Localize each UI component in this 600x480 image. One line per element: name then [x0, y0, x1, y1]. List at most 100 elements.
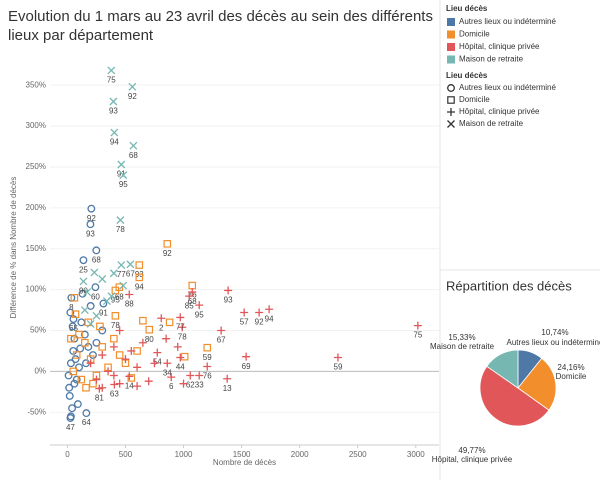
point: [109, 269, 118, 278]
point: [176, 353, 185, 362]
point-label: 93: [86, 229, 95, 238]
point-label: 75: [107, 76, 116, 85]
point: [128, 82, 137, 91]
legend-swatch: [447, 30, 455, 39]
point: [133, 363, 142, 372]
point: [77, 375, 86, 384]
point: [102, 297, 111, 306]
point: [89, 379, 97, 388]
point: [242, 352, 251, 361]
point-label: 91: [99, 309, 108, 318]
point: [127, 374, 136, 382]
point: [70, 293, 79, 302]
point: [64, 371, 73, 380]
point: [109, 97, 118, 106]
point: [150, 359, 159, 368]
point: [98, 275, 107, 283]
point-label: 93: [109, 107, 118, 116]
point: [167, 373, 176, 382]
point: [67, 334, 75, 343]
legend-shape: [447, 96, 455, 104]
legend-label: Maison de retraite: [459, 119, 524, 128]
point: [107, 66, 116, 75]
point: [145, 325, 154, 334]
point-label: 92: [163, 249, 172, 258]
point-label: 90: [79, 287, 88, 296]
legend-swatch: [447, 43, 455, 51]
point: [98, 343, 107, 351]
point: [240, 308, 249, 317]
pie-slice: [479, 365, 550, 427]
point: [68, 404, 77, 413]
point: [82, 409, 91, 418]
point: [92, 246, 101, 255]
point: [203, 343, 212, 352]
point-label: 77: [176, 323, 185, 332]
point: [69, 367, 78, 376]
legend-title: Lieu décès: [446, 71, 488, 80]
point-label: 95: [119, 180, 128, 189]
point-label: 68: [92, 255, 101, 264]
point: [144, 377, 153, 386]
point-label: 94: [110, 138, 119, 147]
legend-label: Domicile: [459, 95, 490, 104]
point-label: 85: [185, 301, 194, 310]
legend-title: Lieu décès: [446, 4, 488, 13]
point: [79, 277, 88, 286]
point: [165, 318, 174, 327]
pie-category-label: Maison de retraite: [430, 342, 495, 351]
point-label: 81: [95, 394, 104, 403]
point: [125, 290, 134, 299]
point-label: 60: [91, 292, 100, 301]
point-label: 25: [79, 265, 88, 274]
point-label: 68: [115, 292, 124, 301]
legend-label: Hôpital, clinique privée: [459, 42, 540, 51]
point: [188, 288, 197, 297]
y-tick-label: 0%: [34, 367, 46, 376]
point: [127, 346, 136, 355]
point-label: 13: [223, 384, 232, 393]
point: [90, 268, 99, 277]
point: [96, 322, 104, 331]
point-label: 94: [135, 282, 144, 291]
point: [71, 310, 80, 318]
point: [162, 334, 171, 343]
y-tick-label: 100%: [26, 285, 46, 294]
point-label: 80: [145, 335, 154, 344]
point-label: 62: [186, 381, 195, 390]
point: [72, 351, 81, 359]
point: [89, 351, 97, 359]
y-tick-label: 200%: [26, 203, 46, 212]
point: [186, 371, 195, 380]
y-tick-label: 50%: [30, 326, 46, 335]
x-tick-label: 2000: [291, 450, 309, 459]
point-label: 77: [117, 270, 126, 279]
point: [135, 273, 144, 282]
point: [203, 362, 212, 371]
point: [176, 313, 185, 322]
point: [115, 379, 124, 388]
x-tick-label: 1000: [175, 450, 193, 459]
point: [68, 322, 77, 331]
point: [119, 281, 128, 290]
point: [180, 352, 189, 361]
point-label: 88: [125, 300, 134, 309]
point: [111, 311, 120, 320]
point: [255, 308, 264, 317]
point: [79, 256, 88, 265]
point: [163, 359, 172, 368]
point: [173, 342, 182, 351]
point: [129, 141, 138, 150]
point: [110, 334, 118, 343]
legend-label: Domicile: [459, 30, 490, 39]
point: [80, 306, 89, 315]
x-tick-label: 0: [65, 450, 70, 459]
point: [66, 359, 75, 368]
point: [195, 371, 204, 380]
point: [265, 305, 274, 314]
point: [82, 383, 90, 392]
point-label: 78: [178, 332, 187, 341]
point: [66, 412, 75, 421]
pie-slice: [486, 349, 519, 389]
